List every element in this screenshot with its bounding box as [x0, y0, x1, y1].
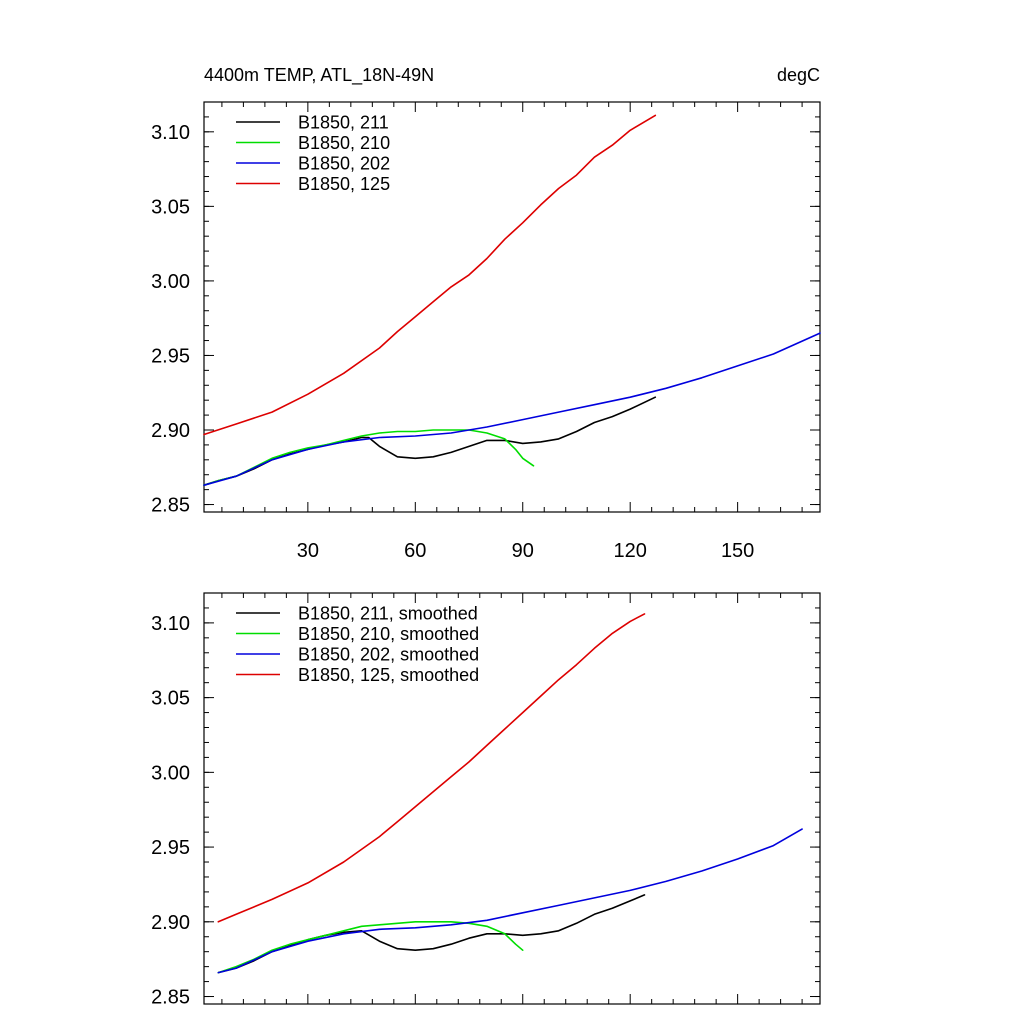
y-tick-label: 3.00 — [151, 271, 190, 293]
x-tick-label: 90 — [512, 540, 534, 562]
x-tick-label: 60 — [404, 540, 426, 562]
x-tick-label: 150 — [721, 540, 754, 562]
plot-frame — [203, 101, 821, 513]
chart-title: 4400m TEMP, ATL_18N-49N — [204, 65, 434, 86]
series-line — [217, 828, 803, 974]
y-tick-label: 2.85 — [151, 495, 190, 517]
y-tick-label: 3.10 — [151, 122, 190, 144]
legend-label: B1850, 202, smoothed — [298, 645, 479, 665]
series-line — [203, 114, 657, 436]
plot-frame — [203, 592, 821, 1005]
series-line — [217, 894, 646, 974]
y-tick-label: 2.90 — [151, 420, 190, 442]
legend-label: B1850, 210, smoothed — [298, 624, 479, 644]
legend-label: B1850, 125, smoothed — [298, 665, 479, 685]
series-line — [203, 332, 821, 486]
legend-label: B1850, 211, smoothed — [298, 604, 478, 624]
y-tick-label: 3.05 — [151, 196, 190, 218]
units-label: degC — [777, 65, 820, 85]
top-panel: 2.85 2.90 2.95 3.00 3.05 3.10 30 60 90 120 150 B185… — [151, 101, 821, 562]
series-line — [203, 429, 535, 486]
bottom-panel: 2.85 2.90 2.95 3.00 3.05 3.10 B1850, 211, smoo… — [151, 592, 821, 1009]
y-tick-label: 2.85 — [151, 987, 190, 1009]
y-tick-label: 2.95 — [151, 837, 190, 859]
x-tick-label: 30 — [297, 540, 319, 562]
legend-label: B1850, 210 — [298, 133, 390, 153]
x-tick-label: 120 — [613, 540, 646, 562]
y-tick-label: 2.90 — [151, 912, 190, 934]
legend-label: B1850, 202 — [298, 154, 390, 174]
y-tick-label: 3.00 — [151, 762, 190, 784]
y-tick-label: 2.95 — [151, 345, 190, 367]
y-tick-label: 3.10 — [151, 613, 190, 635]
series-line — [217, 613, 646, 923]
series-line — [217, 921, 524, 974]
y-tick-label: 3.05 — [151, 688, 190, 710]
legend-label: B1850, 211 — [298, 113, 389, 133]
legend-label: B1850, 125 — [298, 174, 390, 194]
series-line — [203, 396, 657, 486]
